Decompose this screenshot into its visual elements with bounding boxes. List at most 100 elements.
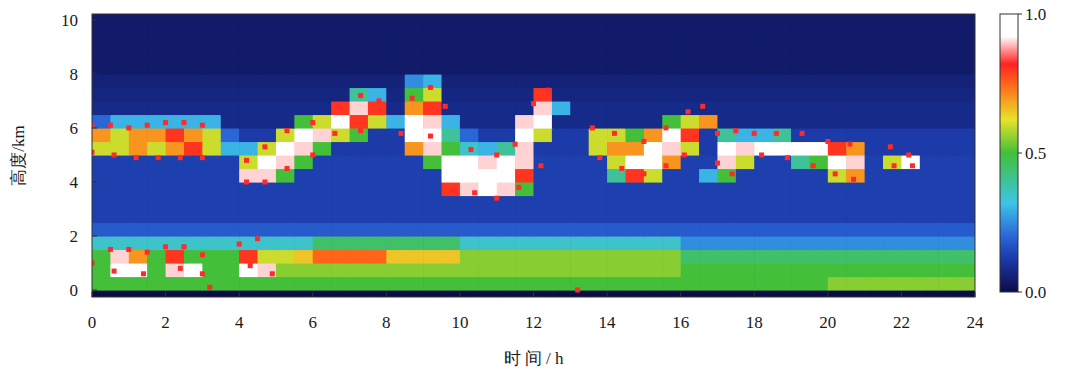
heat-cell xyxy=(294,87,313,101)
heat-cell xyxy=(202,236,221,250)
heat-cell xyxy=(166,87,185,101)
heat-cell xyxy=(791,263,810,277)
heat-cell xyxy=(570,236,589,250)
heat-cell xyxy=(239,87,258,101)
heat-cell xyxy=(423,249,442,263)
boundary-point xyxy=(888,144,893,149)
heat-cell xyxy=(110,74,129,88)
heat-cell xyxy=(202,209,221,223)
heat-cell xyxy=(331,209,350,223)
heat-cell xyxy=(331,114,350,128)
heat-cell xyxy=(442,249,461,263)
heat-cell xyxy=(350,87,369,101)
heat-cell xyxy=(644,249,663,263)
heat-cell xyxy=(221,47,240,61)
heat-cell xyxy=(957,263,975,277)
heat-cell xyxy=(129,20,148,34)
heat-cell xyxy=(828,60,847,74)
heat-cell xyxy=(754,276,773,290)
heat-cell xyxy=(368,236,387,250)
heat-cell xyxy=(809,20,828,34)
heat-cell xyxy=(497,195,516,209)
heat-cell xyxy=(423,195,442,209)
heat-cell xyxy=(460,33,479,47)
heat-cell xyxy=(460,20,479,34)
heat-cell xyxy=(681,128,700,142)
heat-cell xyxy=(865,14,884,21)
heat-cell xyxy=(717,60,736,74)
heat-cell xyxy=(791,101,810,115)
heat-cell xyxy=(442,222,461,236)
heat-cell xyxy=(828,263,847,277)
heat-cell xyxy=(938,222,957,236)
heat-cell xyxy=(423,128,442,142)
heat-cell xyxy=(202,114,221,128)
heat-cell xyxy=(110,101,129,115)
heat-cell xyxy=(717,20,736,34)
heat-cell xyxy=(552,168,571,182)
boundary-point xyxy=(752,131,757,136)
heat-cell xyxy=(515,209,534,223)
heat-cell xyxy=(258,209,277,223)
y-tick-label: 0 xyxy=(70,281,79,300)
x-tick xyxy=(901,292,902,297)
heat-cell xyxy=(736,222,755,236)
heat-cell xyxy=(773,222,792,236)
heat-cell xyxy=(773,128,792,142)
heat-cell xyxy=(350,33,369,47)
heat-cell xyxy=(699,74,718,88)
heat-cell xyxy=(497,101,516,115)
heat-cell xyxy=(129,33,148,47)
heat-cell xyxy=(460,141,479,155)
heat-cell xyxy=(515,236,534,250)
heat-cell xyxy=(570,14,589,21)
heat-cell xyxy=(736,47,755,61)
heat-cell xyxy=(699,168,718,182)
plot-bg xyxy=(92,14,975,297)
heat-cell xyxy=(221,101,240,115)
heat-cell xyxy=(92,155,111,169)
heat-cell xyxy=(809,155,828,169)
heat-cell xyxy=(957,128,975,142)
heat-cell xyxy=(460,101,479,115)
boundary-point xyxy=(811,163,816,168)
heat-cell xyxy=(129,128,148,142)
heat-cell xyxy=(534,263,553,277)
boundary-point xyxy=(181,244,186,249)
heat-cell xyxy=(846,47,865,61)
heat-cell xyxy=(92,263,111,277)
heat-cell xyxy=(699,249,718,263)
y-tick-label: 4 xyxy=(70,173,79,192)
heat-cell xyxy=(625,222,644,236)
heat-cell xyxy=(552,20,571,34)
heat-cell xyxy=(276,87,295,101)
heat-cell xyxy=(681,222,700,236)
x-tick-label: 14 xyxy=(599,313,617,332)
heat-cell xyxy=(129,263,148,277)
colorbar-tick xyxy=(1018,292,1022,293)
y-tick xyxy=(92,289,97,290)
heat-cell xyxy=(110,263,129,277)
heat-cell xyxy=(644,114,663,128)
heat-cell xyxy=(147,47,166,61)
heat-cell xyxy=(276,101,295,115)
heat-cell xyxy=(809,60,828,74)
heat-cell xyxy=(386,47,405,61)
heat-cell xyxy=(662,168,681,182)
heat-cell xyxy=(294,195,313,209)
heat-cell xyxy=(754,101,773,115)
heat-cell xyxy=(423,276,442,290)
heat-cell xyxy=(846,101,865,115)
heat-cell xyxy=(313,222,332,236)
heat-cell xyxy=(515,114,534,128)
heat-cell xyxy=(552,222,571,236)
heat-cell xyxy=(865,168,884,182)
heat-cell xyxy=(368,155,387,169)
heat-cell xyxy=(791,128,810,142)
heat-cell xyxy=(754,222,773,236)
heat-cell xyxy=(938,182,957,196)
boundary-point xyxy=(759,152,764,157)
heat-cell xyxy=(534,209,553,223)
heat-cell xyxy=(166,209,185,223)
heat-cell xyxy=(644,222,663,236)
